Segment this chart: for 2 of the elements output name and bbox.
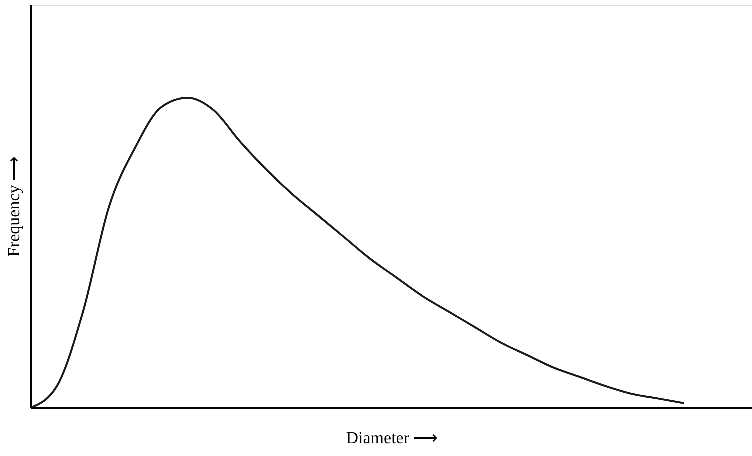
y-axis-title: Frequency ⟶ xyxy=(4,156,24,258)
x-axis-title: Diameter ⟶ xyxy=(346,428,438,448)
